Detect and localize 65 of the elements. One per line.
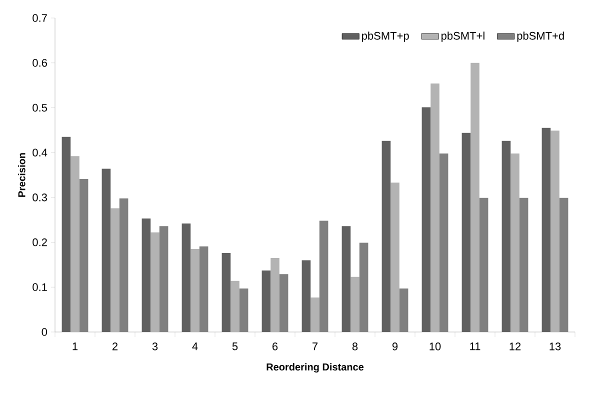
y-tick-label: 0.4 [32, 148, 48, 156]
bar [222, 253, 231, 332]
legend-label: pbSMT+d [517, 32, 564, 42]
x-tick-label: 8 [352, 342, 358, 350]
y-tick-label: 0.3 [32, 194, 47, 202]
bar [199, 246, 208, 332]
bar [79, 179, 88, 332]
bar [239, 288, 248, 332]
bar [430, 83, 440, 332]
bar [62, 136, 71, 332]
x-axis-title: Reordering Distance [266, 363, 364, 373]
bar [142, 218, 151, 332]
bar [462, 132, 471, 332]
bar [190, 249, 200, 332]
bar [519, 198, 528, 332]
bar [230, 280, 240, 332]
bar [470, 62, 480, 332]
x-tick-label: 4 [192, 342, 198, 350]
y-tick-label: 0.6 [32, 58, 47, 67]
y-axis-title: Precision [18, 153, 26, 197]
bar [159, 226, 168, 332]
bar [350, 276, 360, 332]
bar [119, 198, 128, 332]
x-tick-label: 7 [312, 342, 318, 350]
bar [382, 140, 391, 332]
bar [542, 128, 551, 332]
bar [502, 140, 511, 332]
y-tick-label: 0.1 [32, 283, 47, 292]
x-tick-label: 2 [112, 342, 118, 350]
legend-label: pbSMT+l [442, 32, 484, 42]
bar [399, 288, 408, 332]
bar [439, 153, 448, 332]
bar [310, 297, 320, 332]
bar [550, 130, 560, 332]
bar [262, 270, 271, 332]
x-tick-label: 6 [272, 342, 278, 350]
x-tick-label: 12 [510, 342, 521, 350]
x-tick-label: 5 [232, 342, 238, 350]
y-tick-label: 0.5 [32, 104, 47, 112]
y-tick-label: 0.7 [32, 14, 47, 22]
bar [150, 232, 160, 332]
bar [510, 153, 520, 332]
bar [559, 198, 568, 332]
x-tick-label: 10 [430, 342, 441, 350]
bar [102, 168, 111, 332]
legend-label: pbSMT+p [362, 32, 409, 42]
bar [359, 242, 368, 332]
x-tick-label: 11 [470, 342, 480, 350]
bar [182, 223, 191, 332]
x-tick-label: 1 [72, 342, 78, 350]
bar [319, 220, 328, 332]
x-tick-label: 13 [550, 342, 561, 350]
bar [110, 208, 120, 332]
x-tick-label: 3 [152, 342, 158, 350]
bar [70, 156, 80, 332]
bar [390, 182, 400, 332]
y-tick-label: 0.2 [32, 238, 47, 246]
bar [279, 274, 288, 332]
bar [342, 226, 351, 332]
x-tick-label: 9 [392, 342, 398, 350]
bar [479, 198, 488, 332]
bar [302, 260, 311, 332]
bar [270, 258, 280, 332]
y-tick-label: 0 [42, 328, 48, 336]
bar [422, 107, 431, 332]
